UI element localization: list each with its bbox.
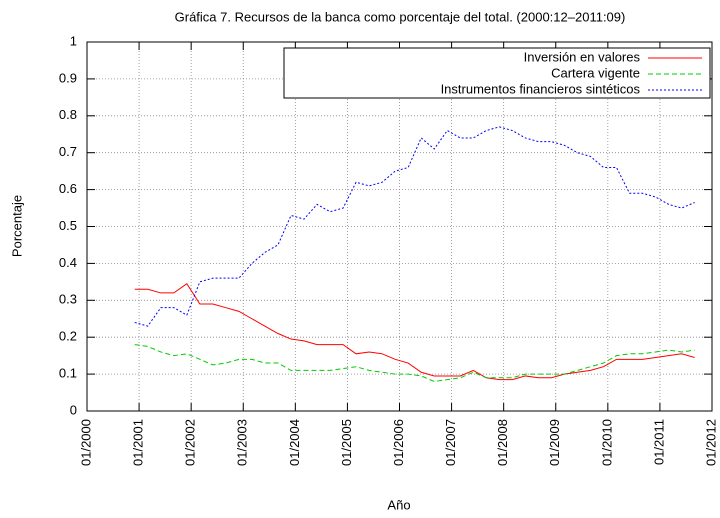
chart-title: Gráfica 7. Recursos de la banca como por… <box>175 9 626 24</box>
legend-label: Inversión en valores <box>524 49 641 64</box>
x-tick-label: 01/2009 <box>547 419 562 466</box>
x-tick-label: 01/2005 <box>339 419 354 466</box>
x-tick-label: 01/2011 <box>651 419 666 465</box>
y-tick-label: 0 <box>70 402 77 417</box>
x-tick-label: 01/2004 <box>287 419 302 466</box>
y-tick-label: 0.5 <box>59 218 77 233</box>
plot-frame <box>86 41 713 412</box>
series-line <box>134 282 695 381</box>
legend-box <box>283 47 711 99</box>
y-tick-label: 0.7 <box>59 144 77 159</box>
y-tick-label: 0.6 <box>59 181 77 196</box>
y-tick-label: 1 <box>70 33 77 48</box>
x-axis-title: Año <box>387 497 410 512</box>
x-tick-label: 01/2000 <box>78 419 93 466</box>
x-tick-label: 01/2006 <box>391 419 406 466</box>
series-line <box>134 344 695 382</box>
y-tick-label: 0.2 <box>59 329 77 344</box>
y-tick-label: 0.3 <box>59 292 77 307</box>
x-tick-label: 01/2010 <box>599 419 614 466</box>
y-tick-label: 0.1 <box>59 366 77 381</box>
x-tick-label: 01/2007 <box>443 419 458 466</box>
y-tick-label: 0.8 <box>59 107 77 122</box>
y-axis-title: Porcentaje <box>9 195 24 257</box>
x-tick-label: 01/2001 <box>131 419 146 466</box>
x-tick-label: 01/2003 <box>235 419 250 466</box>
x-tick-label: 01/2002 <box>183 419 198 466</box>
x-tick-label: 01/2012 <box>703 419 718 466</box>
series-line <box>134 126 695 327</box>
legend-label: Instrumentos financieros sintéticos <box>441 81 641 96</box>
y-tick-label: 0.4 <box>59 255 77 270</box>
y-tick-label: 0.9 <box>59 70 77 85</box>
legend-label: Cartera vigente <box>551 65 640 80</box>
x-tick-label: 01/2008 <box>495 419 510 466</box>
